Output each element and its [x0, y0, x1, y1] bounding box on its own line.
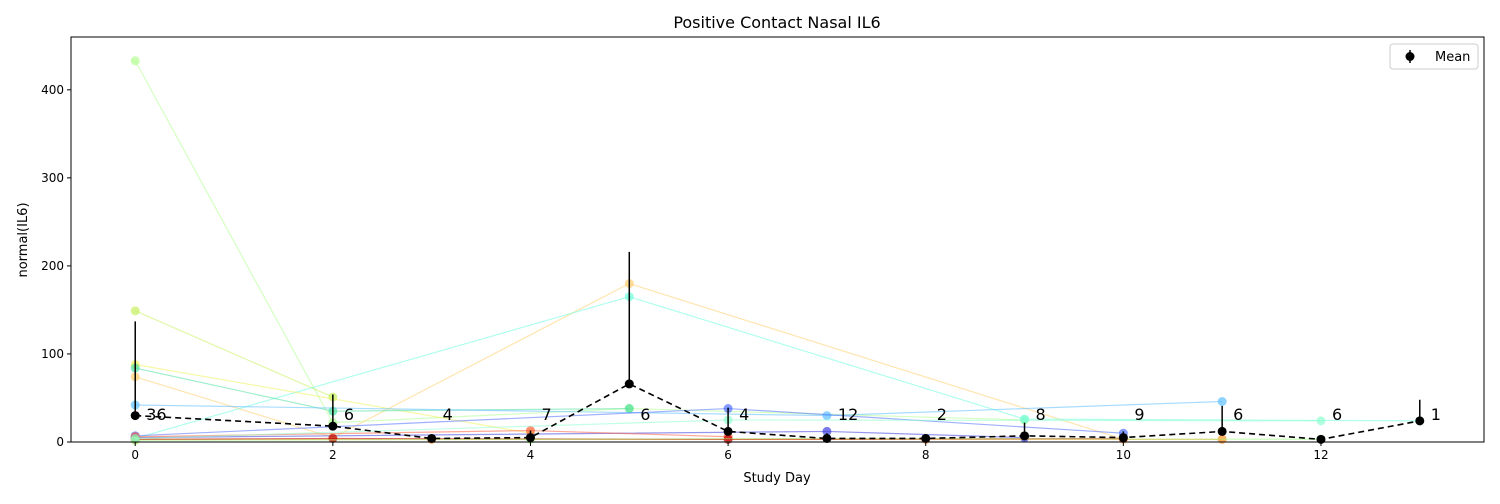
count-label: 6: [344, 405, 354, 424]
x-tick-label: 0: [131, 448, 139, 462]
y-tick-label: 0: [56, 435, 64, 449]
mean-point: [624, 379, 634, 389]
subject-point: [822, 411, 832, 421]
x-tick-label: 10: [1116, 448, 1131, 462]
subject-line-2: [135, 282, 1124, 440]
y-axis-ticks: 0 100 200 300 400: [41, 83, 71, 449]
count-label: 36: [146, 405, 166, 424]
plot-frame: [70, 36, 1485, 443]
subject-point: [130, 306, 140, 316]
mean-point: [427, 433, 437, 443]
count-label: 7: [541, 405, 551, 424]
subject-line-12: [135, 437, 1321, 441]
y-axis-label: normal(IL6): [16, 202, 31, 277]
count-label: 6: [1233, 405, 1243, 424]
subject-line-5: [135, 367, 630, 412]
count-label: 4: [739, 405, 749, 424]
legend-mean-marker: [1405, 52, 1415, 61]
subject-line-3: [135, 296, 1420, 440]
count-label: 2: [937, 405, 947, 424]
subject-point: [1217, 397, 1227, 406]
mean-point: [822, 433, 832, 443]
count-label: 4: [443, 405, 453, 424]
x-tick-label: 2: [329, 448, 337, 462]
count-label: 9: [1134, 405, 1144, 424]
mean-point: [723, 426, 733, 436]
x-tick-label: 8: [922, 448, 930, 462]
subject-line-1: [134, 310, 334, 398]
mean-point: [328, 421, 338, 431]
y-tick-label: 200: [41, 259, 64, 273]
mean-point: [921, 433, 931, 443]
mean-series-group: [130, 251, 1425, 444]
subject-line-0: [134, 60, 1025, 424]
count-label: 12: [838, 405, 858, 424]
legend-mean-label: Mean: [1435, 50, 1470, 65]
legend-box: [1389, 43, 1479, 70]
count-labels-group: 36 6 4 7 6 4 12 2 8 9 6 6 1: [146, 405, 1441, 424]
x-tick-label: 12: [1313, 448, 1328, 462]
mean-point: [1415, 416, 1425, 426]
count-label: 6: [640, 405, 650, 424]
legend: Mean: [1389, 43, 1479, 70]
y-tick-label: 100: [41, 347, 64, 361]
count-label: 1: [1431, 405, 1441, 424]
x-axis-ticks: 0 2 4 6 8 10 12: [131, 442, 1329, 462]
mean-point: [1020, 431, 1030, 441]
mean-point: [1118, 433, 1128, 443]
y-tick-label: 400: [41, 83, 64, 97]
mean-point: [525, 433, 535, 443]
subject-point: [1316, 416, 1326, 426]
count-label: 8: [1036, 405, 1046, 424]
subject-point: [822, 426, 832, 436]
mean-point: [1217, 426, 1227, 436]
count-label: 6: [1332, 405, 1342, 424]
x-axis-label: Study Day: [743, 471, 811, 486]
x-tick-label: 6: [724, 448, 732, 462]
subject-point: [130, 56, 140, 66]
subject-point: [328, 433, 338, 443]
subject-point: [1020, 414, 1030, 424]
chart-title: Positive Contact Nasal IL6: [673, 13, 880, 32]
mean-point: [130, 411, 140, 421]
subject-point: [130, 433, 140, 443]
x-tick-label: 4: [527, 448, 535, 462]
subject-series-group: [130, 56, 1425, 445]
subject-point: [624, 404, 634, 414]
y-tick-label: 300: [41, 171, 64, 185]
